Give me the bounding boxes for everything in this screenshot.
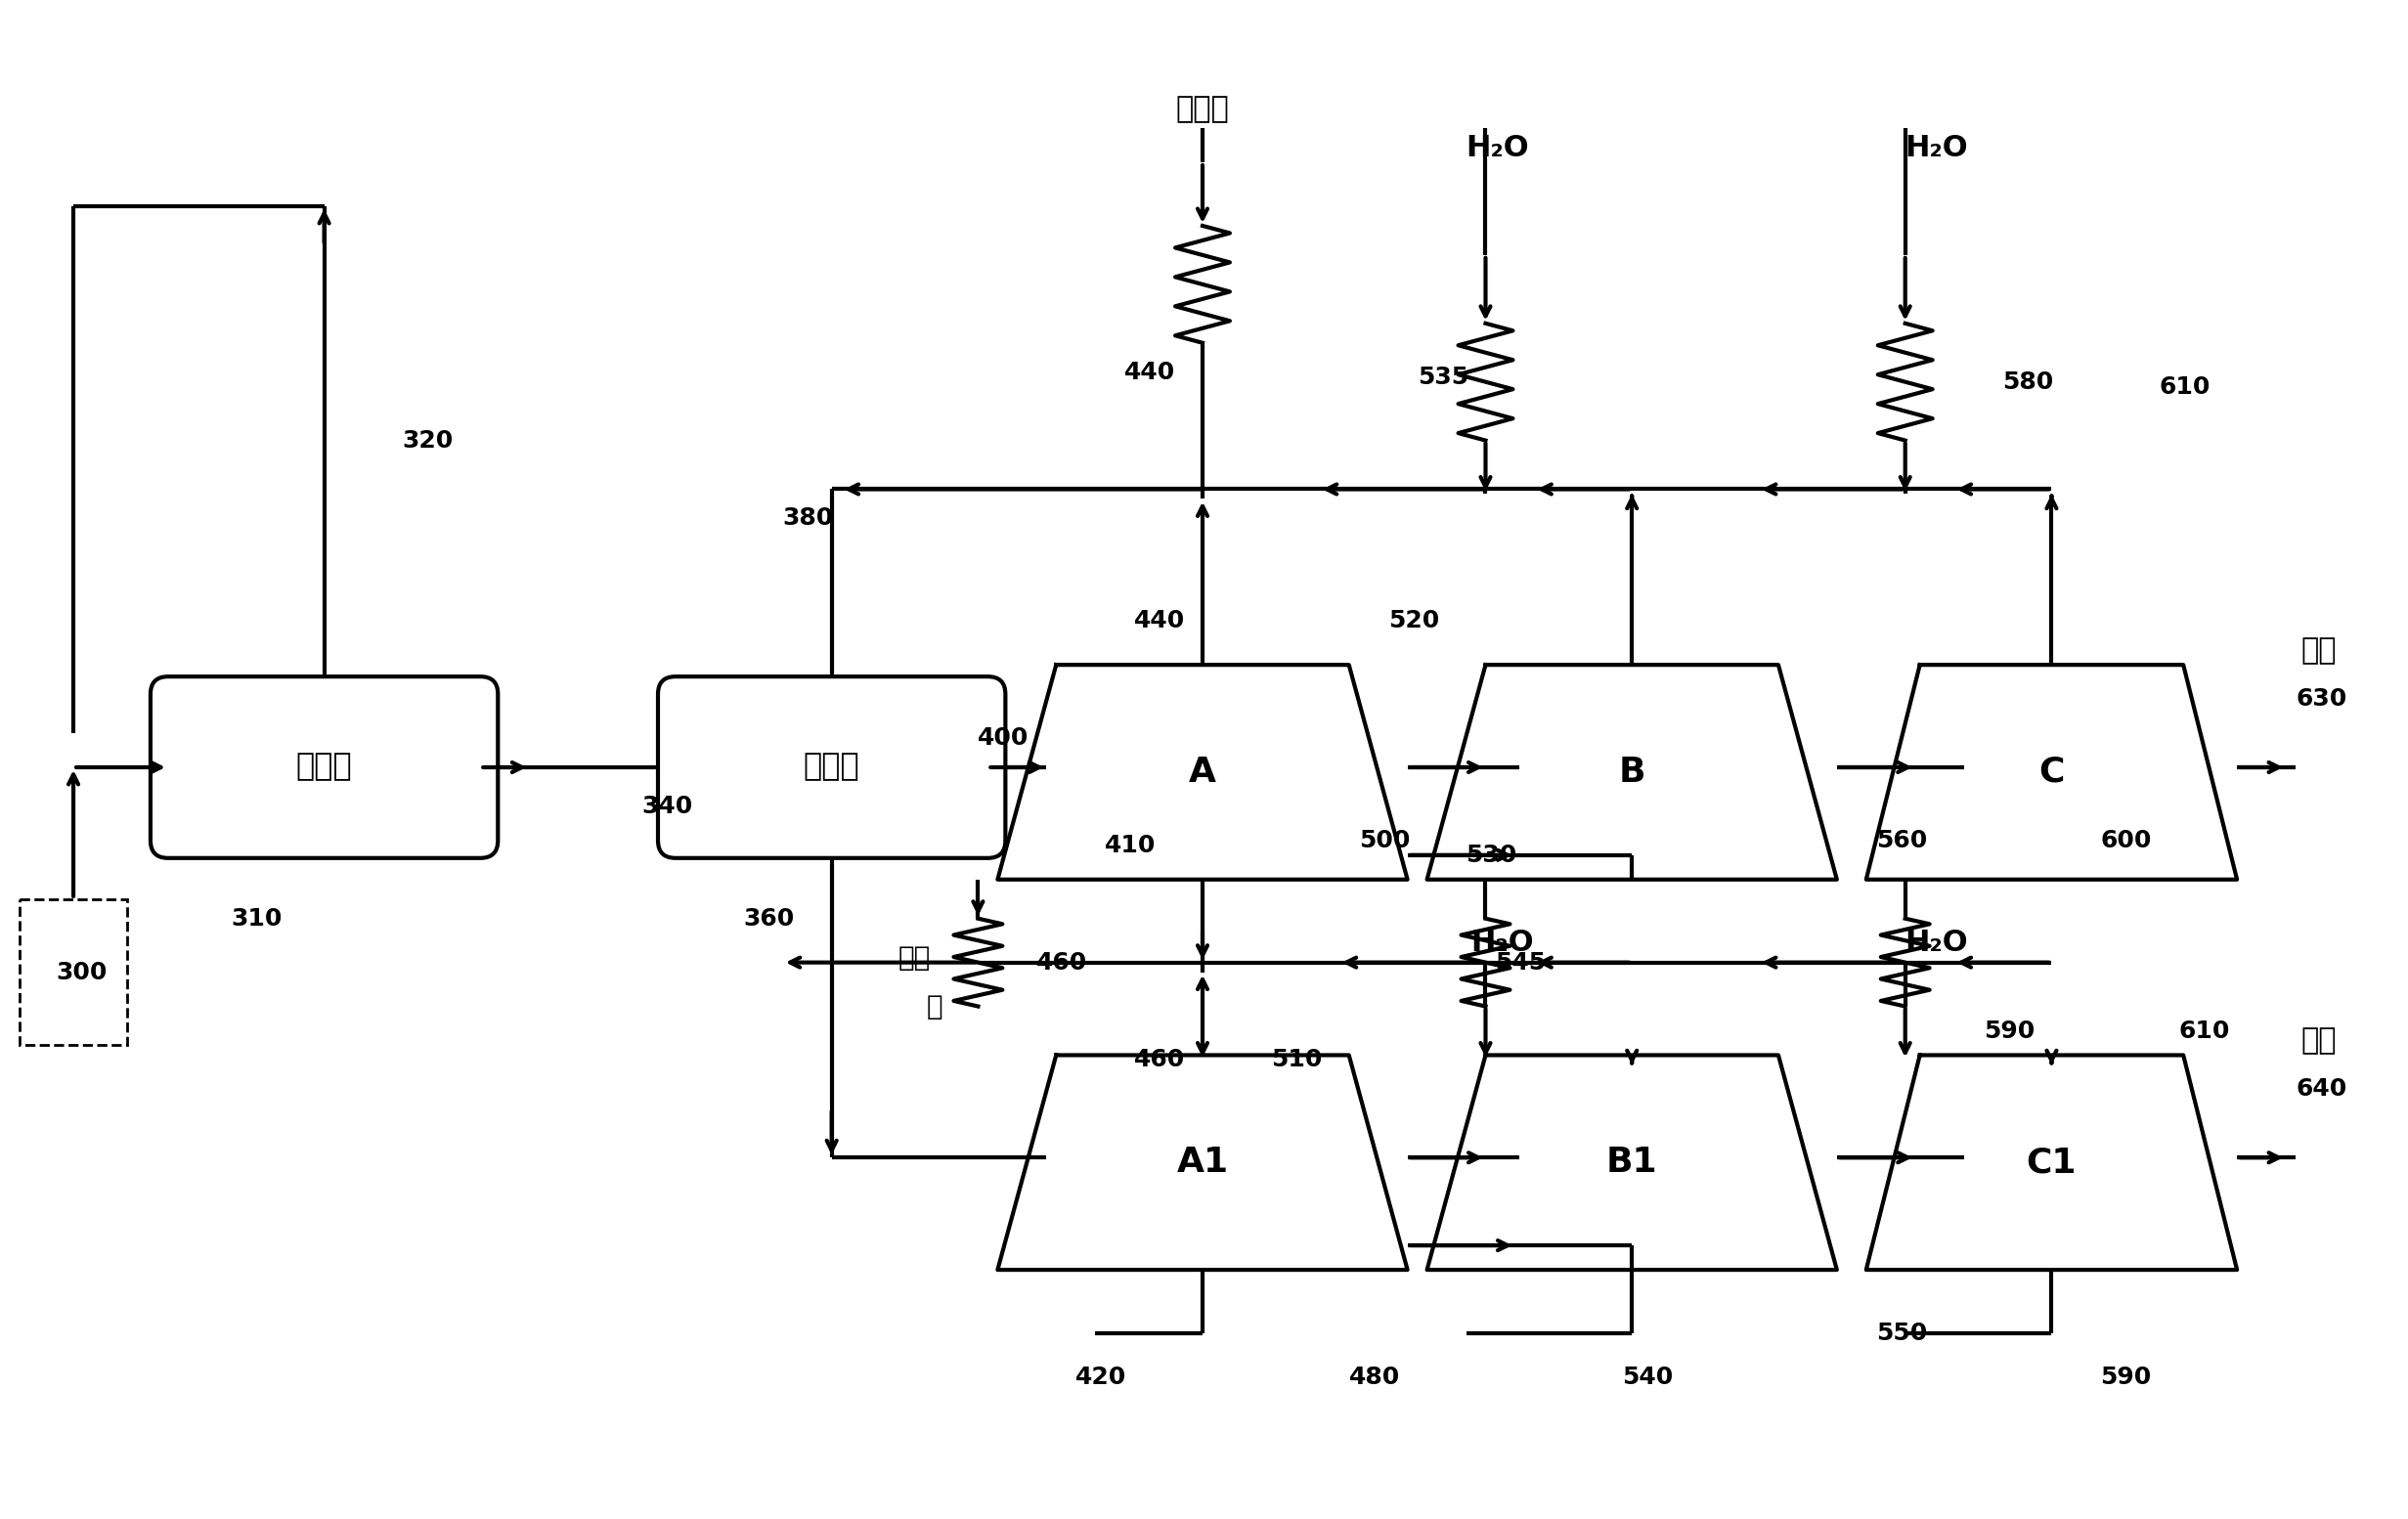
Text: 600: 600 <box>2100 829 2153 852</box>
Text: 水: 水 <box>927 993 942 1021</box>
Text: B: B <box>1618 755 1645 788</box>
Text: 倾析器: 倾析器 <box>296 752 352 782</box>
Text: 倾析器: 倾析器 <box>804 752 860 782</box>
Text: 630: 630 <box>2295 687 2348 711</box>
Text: 340: 340 <box>641 794 694 819</box>
Text: 回收水: 回收水 <box>1175 94 1230 123</box>
Text: C: C <box>2040 755 2064 788</box>
Polygon shape <box>1866 665 2237 880</box>
Polygon shape <box>997 665 1409 880</box>
Text: 310: 310 <box>231 907 282 930</box>
FancyBboxPatch shape <box>19 899 128 1045</box>
Text: 590: 590 <box>1984 1019 2035 1042</box>
Text: 590: 590 <box>2100 1366 2150 1388</box>
Polygon shape <box>1428 1056 1837 1270</box>
Polygon shape <box>1866 1056 2237 1270</box>
Polygon shape <box>997 1056 1409 1270</box>
Text: 320: 320 <box>402 428 453 453</box>
Text: 380: 380 <box>783 507 833 530</box>
Text: C1: C1 <box>2028 1145 2076 1179</box>
Text: 640: 640 <box>2295 1077 2348 1101</box>
Text: 510: 510 <box>1271 1048 1322 1072</box>
Text: 420: 420 <box>1076 1366 1127 1388</box>
Text: 回收: 回收 <box>898 943 932 971</box>
Text: 530: 530 <box>1466 843 1517 867</box>
Text: B1: B1 <box>1606 1145 1657 1179</box>
Polygon shape <box>1428 665 1837 880</box>
Text: 560: 560 <box>1876 829 1926 852</box>
Text: 440: 440 <box>1134 609 1185 633</box>
Text: 580: 580 <box>2003 371 2054 393</box>
Text: 410: 410 <box>1105 834 1156 857</box>
Text: H₂O: H₂O <box>1905 134 1967 163</box>
Text: 树脂: 树脂 <box>2300 636 2336 664</box>
Text: 610: 610 <box>2179 1019 2230 1042</box>
Text: 360: 360 <box>744 907 795 930</box>
Text: A: A <box>1190 755 1216 788</box>
Text: 300: 300 <box>55 960 106 984</box>
Text: 树脂: 树脂 <box>2300 1027 2336 1054</box>
Text: H₂O: H₂O <box>1466 134 1529 163</box>
Text: 440: 440 <box>1125 360 1175 384</box>
Text: 400: 400 <box>978 726 1028 750</box>
Text: 460: 460 <box>1134 1048 1185 1072</box>
Text: 460: 460 <box>1035 951 1088 974</box>
Text: A1: A1 <box>1178 1145 1228 1179</box>
Text: 520: 520 <box>1387 609 1440 633</box>
Text: 480: 480 <box>1348 1366 1399 1388</box>
Text: 545: 545 <box>1495 951 1546 974</box>
FancyBboxPatch shape <box>657 676 1007 858</box>
Text: 535: 535 <box>1418 365 1469 389</box>
FancyBboxPatch shape <box>149 676 498 858</box>
Text: H₂O: H₂O <box>1905 928 1967 957</box>
Text: 540: 540 <box>1623 1366 1674 1388</box>
Text: 610: 610 <box>2160 375 2211 398</box>
Text: H₂O: H₂O <box>1471 928 1534 957</box>
Text: 500: 500 <box>1358 829 1411 852</box>
Text: 550: 550 <box>1876 1322 1926 1344</box>
